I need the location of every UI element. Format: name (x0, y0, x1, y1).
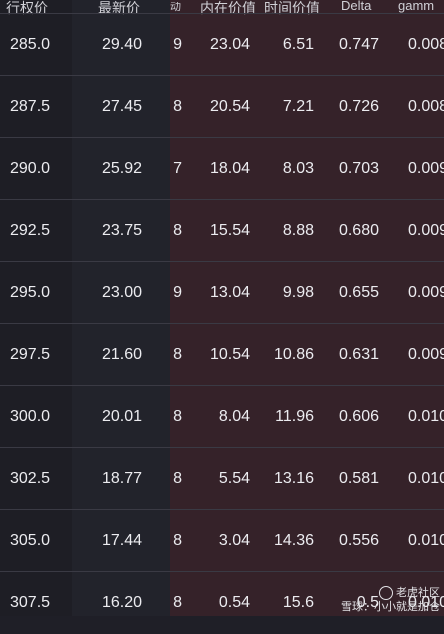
cell-intrinsic-value: 0.54 (218, 594, 250, 611)
table-row[interactable]: 290.0 25.92 7 18.04 8.03 0.703 0.009 (0, 137, 444, 200)
cell-intrinsic-value: 23.04 (209, 36, 250, 53)
table-row[interactable]: 292.5 23.75 8 15.54 8.88 0.680 0.009 (0, 199, 444, 262)
table-row[interactable]: 302.5 18.77 8 5.54 13.16 0.581 0.010 (0, 447, 444, 510)
cell-strike: 300.0 (10, 408, 51, 425)
cell-delta: 0.726 (338, 98, 379, 115)
cell-intrinsic-value: 15.54 (209, 222, 250, 239)
cell-last-price: 17.44 (101, 532, 142, 549)
header-time-value[interactable]: 时间价值 (264, 0, 320, 16)
cell-gamma: 0.010 (408, 470, 444, 487)
cell-strike: 285.0 (10, 36, 51, 53)
table-row[interactable]: 295.0 23.00 9 13.04 9.98 0.655 0.009 (0, 261, 444, 324)
cell-gamma: 0.010 (408, 594, 444, 611)
cell-delta: 0.680 (338, 222, 379, 239)
cell-delta: 0.631 (338, 346, 379, 363)
cell-intrinsic-value: 13.04 (209, 284, 250, 301)
cell-intrinsic-value: 8.04 (218, 408, 250, 425)
cell-strike: 297.5 (10, 346, 51, 363)
cell-delta: 0.556 (338, 532, 379, 549)
cell-time-value: 6.51 (282, 36, 314, 53)
cell-change: 9 (173, 36, 182, 53)
cell-change: 8 (173, 470, 182, 487)
cell-time-value: 13.16 (273, 470, 314, 487)
cell-last-price: 18.77 (101, 470, 142, 487)
cell-strike: 302.5 (10, 470, 51, 487)
cell-intrinsic-value: 3.04 (218, 532, 250, 549)
cell-change: 8 (173, 408, 182, 425)
cell-time-value: 11.96 (275, 408, 314, 425)
cell-last-price: 29.40 (101, 36, 142, 53)
cell-time-value: 15.6 (282, 594, 314, 611)
cell-strike: 305.0 (10, 532, 51, 549)
cell-time-value: 10.86 (273, 346, 314, 363)
cell-last-price: 23.75 (101, 222, 142, 239)
header-intrinsic-value[interactable]: 内在价值 (200, 0, 256, 16)
cell-strike: 287.5 (10, 98, 51, 115)
cell-delta: 0.581 (338, 470, 379, 487)
cell-gamma: 0.008 (408, 36, 444, 53)
cell-delta: 0.606 (338, 408, 379, 425)
cell-change: 8 (173, 98, 182, 115)
table-row[interactable]: 307.5 16.20 8 0.54 15.6 0.5 0.010 (0, 571, 444, 634)
header-change[interactable]: 动 (170, 2, 181, 13)
table-header: 行权价 最新价 动 内在价值 时间价值 Delta gamm (0, 0, 444, 22)
cell-time-value: 8.88 (282, 222, 314, 239)
cell-gamma: 0.009 (408, 160, 444, 177)
cell-delta: 0.655 (338, 284, 379, 301)
table-row[interactable]: 297.5 21.60 8 10.54 10.86 0.631 0.009 (0, 323, 444, 386)
cell-change: 9 (173, 284, 182, 301)
cell-strike: 307.5 (10, 594, 51, 611)
cell-intrinsic-value: 5.54 (218, 470, 250, 487)
cell-change: 8 (173, 532, 182, 549)
cell-change: 8 (173, 594, 182, 611)
tiger-logo-icon (379, 586, 393, 600)
cell-change: 8 (173, 346, 182, 363)
header-last-price[interactable]: 最新价 (98, 0, 140, 16)
cell-strike: 295.0 (10, 284, 51, 301)
watermark-author: 雪球：小小就是加仓 (341, 601, 440, 613)
cell-last-price: 25.92 (101, 160, 142, 177)
cell-gamma: 0.009 (408, 284, 444, 301)
watermark-community: 老虎社区 (379, 584, 440, 600)
cell-intrinsic-value: 20.54 (209, 98, 250, 115)
header-gamma[interactable]: gamm (398, 0, 435, 13)
cell-gamma: 0.010 (408, 408, 444, 425)
cell-last-price: 20.01 (101, 408, 142, 425)
watermark-community-text: 老虎社区 (396, 586, 440, 599)
table-row[interactable]: 287.5 27.45 8 20.54 7.21 0.726 0.008 (0, 75, 444, 138)
cell-change: 7 (173, 160, 182, 177)
table-row[interactable]: 300.0 20.01 8 8.04 11.96 0.606 0.010 (0, 385, 444, 448)
cell-time-value: 9.98 (282, 284, 314, 301)
cell-last-price: 21.60 (101, 346, 142, 363)
header-strike[interactable]: 行权价 (6, 0, 48, 16)
cell-last-price: 23.00 (101, 284, 142, 301)
table-row[interactable]: 285.0 29.40 9 23.04 6.51 0.747 0.008 (0, 13, 444, 76)
last-price-column-background (72, 0, 170, 616)
cell-time-value: 7.21 (282, 98, 314, 115)
cell-gamma: 0.009 (408, 222, 444, 239)
cell-last-price: 16.20 (101, 594, 142, 611)
cell-delta: 0.5 (356, 594, 379, 611)
itm-highlight-background (170, 0, 444, 616)
cell-last-price: 27.45 (101, 98, 142, 115)
cell-gamma: 0.010 (408, 532, 444, 549)
cell-gamma: 0.009 (408, 346, 444, 363)
cell-delta: 0.703 (338, 160, 379, 177)
cell-intrinsic-value: 18.04 (209, 160, 250, 177)
cell-time-value: 14.36 (273, 532, 314, 549)
cell-time-value: 8.03 (282, 160, 314, 177)
cell-strike: 292.5 (10, 222, 51, 239)
cell-gamma: 0.008 (408, 98, 444, 115)
table-row[interactable]: 305.0 17.44 8 3.04 14.36 0.556 0.010 (0, 509, 444, 572)
cell-strike: 290.0 (10, 160, 51, 177)
cell-intrinsic-value: 10.54 (209, 346, 250, 363)
cell-delta: 0.747 (338, 36, 379, 53)
header-delta[interactable]: Delta (341, 0, 372, 13)
cell-change: 8 (173, 222, 182, 239)
